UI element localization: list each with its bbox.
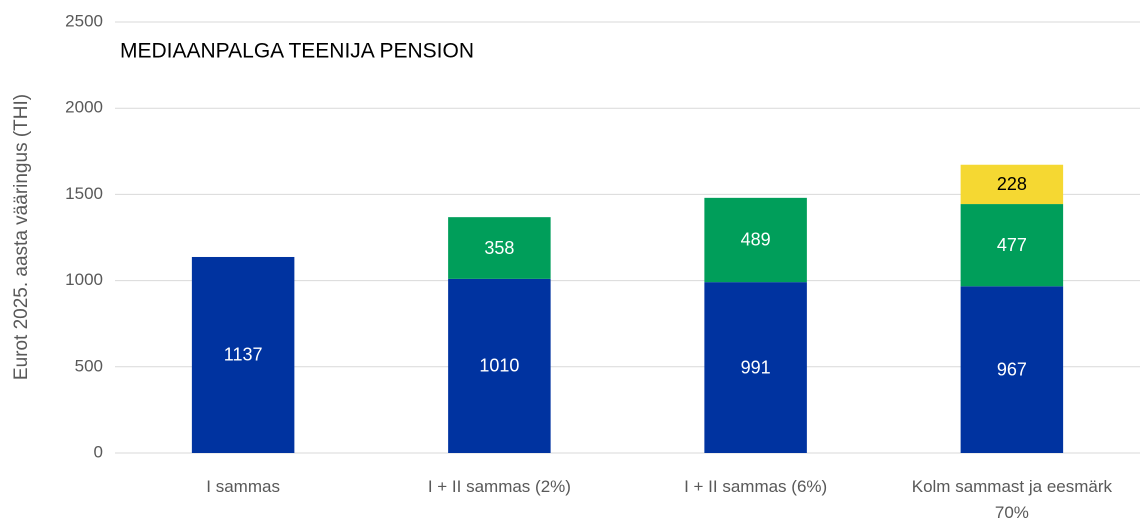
bar-segment bbox=[704, 282, 807, 453]
y-axis-label: Eurot 2025. aasta vääringus (THI) bbox=[11, 94, 32, 380]
data-label: 991 bbox=[741, 357, 771, 377]
data-label: 1137 bbox=[224, 345, 263, 365]
y-tick-label: 1500 bbox=[65, 184, 103, 203]
bar-segment bbox=[960, 204, 1064, 287]
y-tick-label: 2500 bbox=[65, 11, 103, 30]
y-tick-label: 1000 bbox=[65, 270, 103, 289]
data-label: 358 bbox=[484, 238, 514, 258]
chart-title: MEDIAANPALGA TEENIJA PENSION bbox=[120, 40, 474, 63]
y-tick-label: 500 bbox=[75, 356, 103, 375]
data-label: 1010 bbox=[479, 356, 519, 376]
bar-segment bbox=[960, 164, 1064, 205]
bar-segment bbox=[960, 286, 1064, 453]
x-tick-label: I sammas bbox=[206, 477, 280, 496]
data-label: 477 bbox=[997, 235, 1027, 255]
bar-segment bbox=[704, 197, 807, 283]
x-tick-label: Kolm sammast ja eesmärk 70% bbox=[911, 477, 1113, 521]
x-tick-label: I + II sammas (6%) bbox=[684, 477, 828, 496]
y-tick-label: 0 bbox=[94, 442, 103, 461]
y-tick-label: 2000 bbox=[65, 98, 103, 117]
bar-segment bbox=[448, 278, 551, 453]
bar-segment bbox=[448, 217, 551, 279]
data-label: 967 bbox=[997, 359, 1027, 379]
data-label: 228 bbox=[997, 174, 1027, 194]
data-label: 489 bbox=[741, 230, 771, 250]
bar-segment bbox=[191, 256, 295, 453]
x-tick-label: I + II sammas (2%) bbox=[427, 477, 571, 496]
